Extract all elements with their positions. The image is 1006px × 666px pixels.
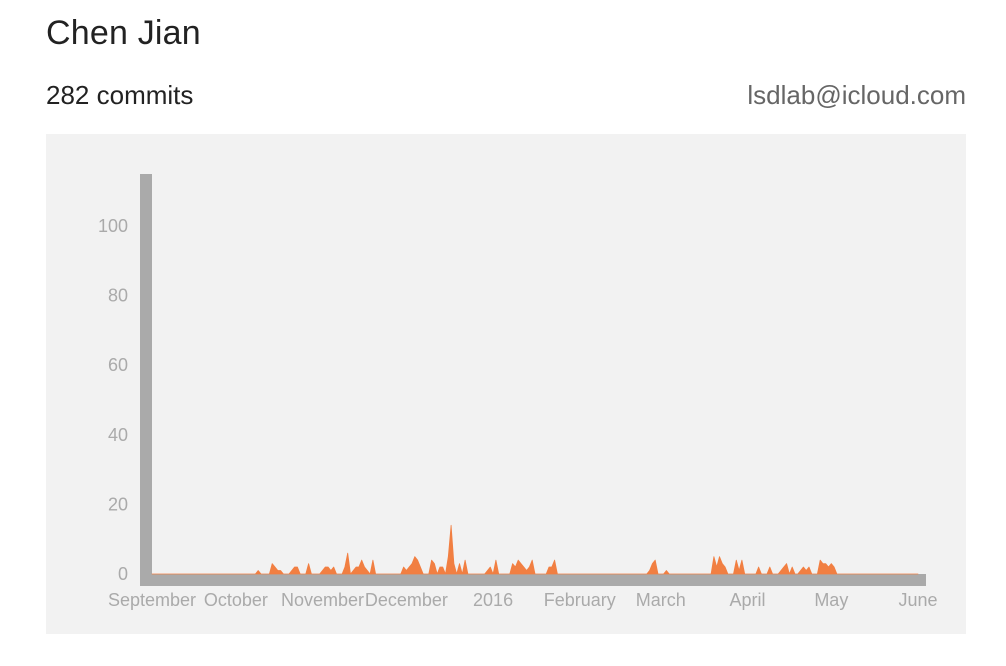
x-tick-label: 2016 (473, 590, 513, 610)
y-tick-label: 80 (108, 286, 128, 306)
y-tick-label: 20 (108, 494, 128, 514)
chart-svg: 0 20 40 60 80 100 September October November Dec… (98, 174, 938, 610)
contributor-email: lsdlab@icloud.com (747, 80, 966, 110)
y-tick-label: 60 (108, 355, 128, 375)
x-axis-line (146, 574, 926, 586)
commits-area-series (151, 524, 919, 575)
contributor-name[interactable]: Chen Jian (46, 14, 201, 52)
x-tick-label: November (281, 590, 364, 610)
x-axis-ticks: September October November December 2016 Febr… (108, 590, 938, 610)
y-tick-label: 0 (118, 564, 128, 584)
y-tick-label: 100 (98, 216, 128, 236)
y-axis-ticks: 0 20 40 60 80 100 (98, 216, 128, 584)
x-tick-label: December (365, 590, 448, 610)
x-tick-label: May (814, 590, 848, 610)
contributor-card: Chen Jian 282 commits lsdlab@icloud.com … (46, 0, 966, 666)
x-tick-label: September (108, 590, 196, 610)
commit-count[interactable]: 282 commits (46, 80, 194, 110)
x-tick-label: March (636, 590, 686, 610)
x-tick-label: April (729, 590, 765, 610)
y-tick-label: 40 (108, 425, 128, 445)
y-axis-line (140, 174, 152, 586)
x-tick-label: June (898, 590, 937, 610)
x-tick-label: February (544, 590, 616, 610)
commit-activity-chart: 0 20 40 60 80 100 September October November Dec… (46, 134, 966, 634)
x-tick-label: October (204, 590, 268, 610)
